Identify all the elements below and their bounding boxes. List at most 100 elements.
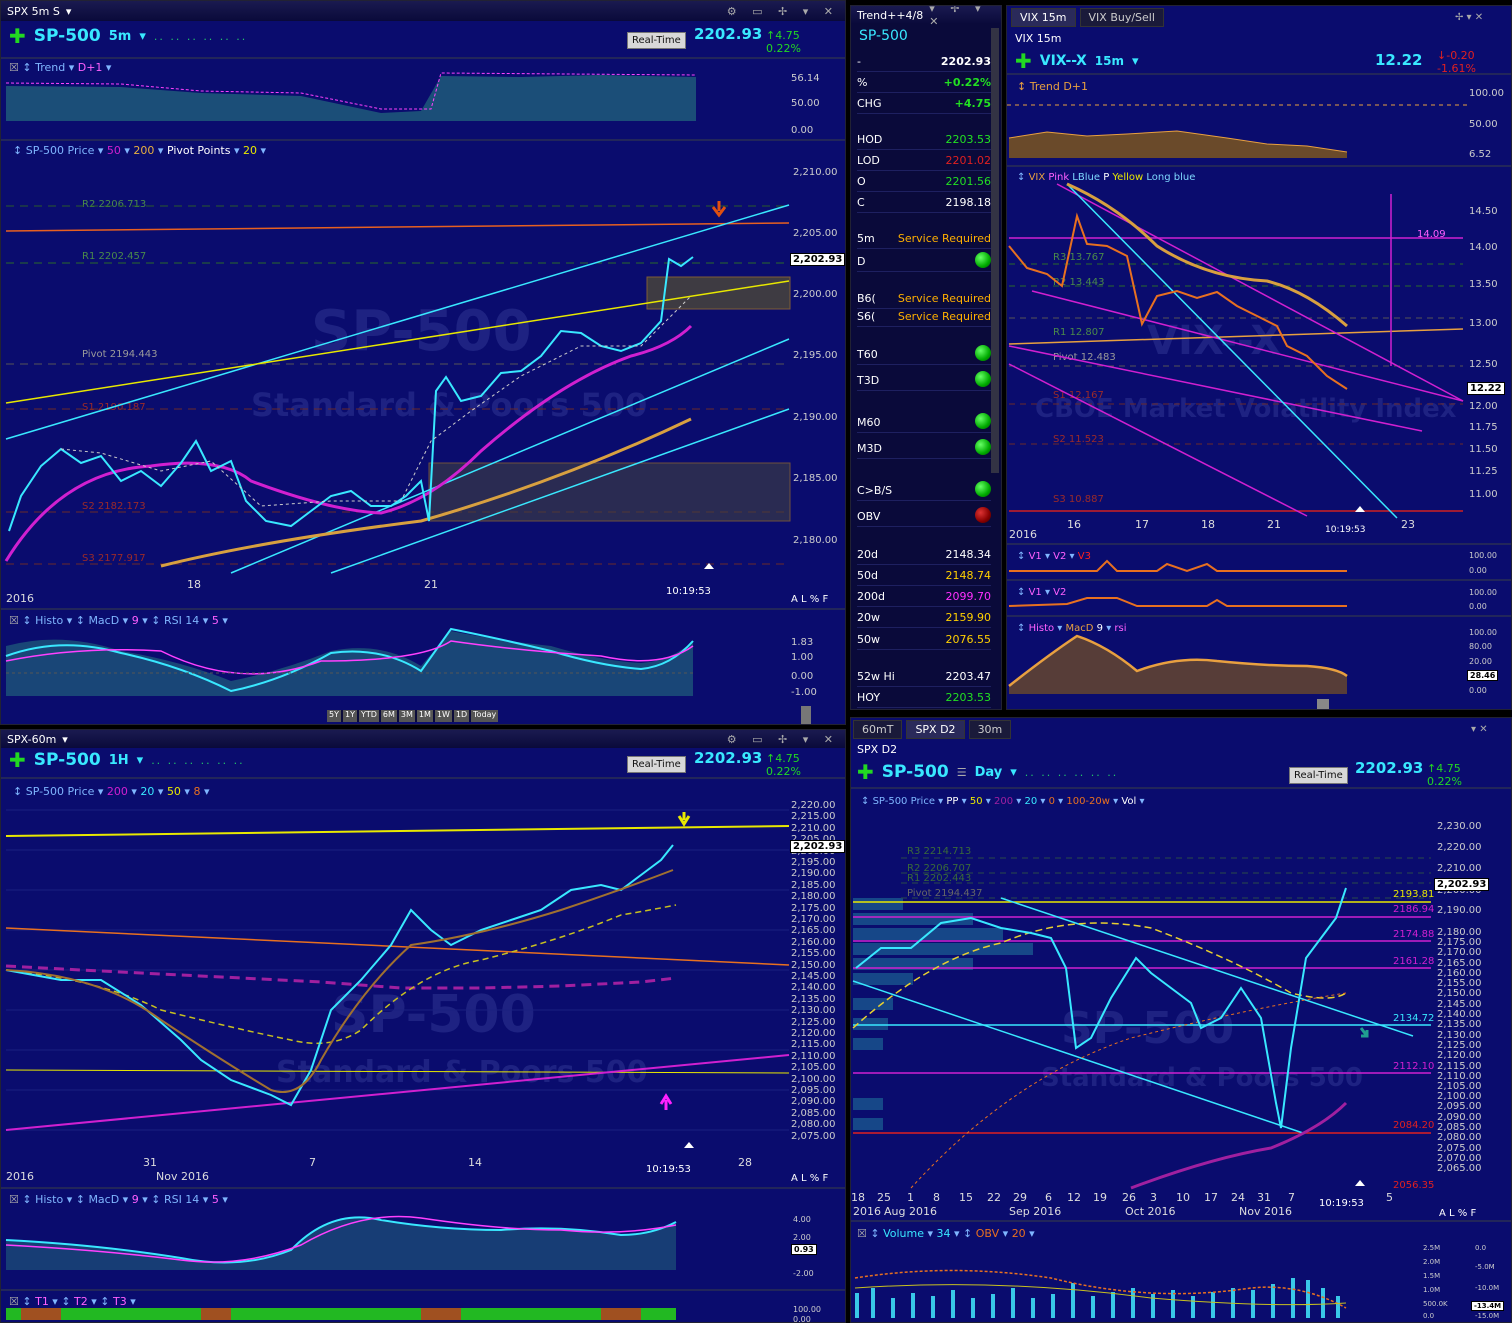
add-icon[interactable]: ✚	[9, 748, 26, 772]
list-icon[interactable]: ☰	[956, 765, 967, 779]
legend-long-blue[interactable]: Long blue	[1146, 172, 1196, 183]
histo-label[interactable]: Histo	[35, 1193, 64, 1206]
v1-label[interactable]: V1	[1028, 587, 1042, 598]
v3-label[interactable]: V3	[1077, 551, 1091, 562]
trend-label[interactable]: Trend	[35, 61, 66, 74]
tab-spx-d2[interactable]: SPX D2	[906, 720, 965, 739]
axis-mode-buttons[interactable]: A L % F	[791, 1173, 829, 1184]
price-label[interactable]: SP-500 Price	[872, 796, 935, 807]
macd-n[interactable]: 9	[131, 1193, 139, 1206]
volume-n[interactable]: 34	[936, 1227, 951, 1240]
rsi-label[interactable]: rsi	[1114, 623, 1127, 634]
panel-titlebar[interactable]: SPX-60m ▾ ⚙ ▭ ✢ ▾ ✕	[1, 730, 845, 748]
macd-label[interactable]: MacD	[88, 1193, 120, 1206]
price-label[interactable]: SP-500 Price	[25, 785, 95, 798]
legend-lblue[interactable]: LBlue	[1072, 172, 1100, 183]
tab-vix-buysell[interactable]: VIX Buy/Sell	[1079, 8, 1164, 27]
histo-label[interactable]: Histo	[35, 614, 64, 627]
quote-row[interactable]: C 2198.18	[857, 193, 991, 213]
quote-row[interactable]: 52w Hi 2203.47	[857, 667, 991, 687]
toolbar-dots[interactable]: .. .. .. .. .. ..	[151, 753, 245, 767]
symbol-name[interactable]: SP-500	[33, 750, 101, 770]
toolbar-dots[interactable]: .. .. .. .. .. ..	[153, 29, 248, 43]
axis-mode-buttons[interactable]: A L % F	[791, 594, 829, 605]
add-icon[interactable]: ✚	[9, 24, 26, 48]
quote-row[interactable]: - 2202.93	[857, 52, 991, 72]
legend-yellow[interactable]: Yellow	[1112, 172, 1144, 183]
quote-row[interactable]: M3D	[857, 439, 991, 459]
range-1y[interactable]: 1Y	[342, 710, 357, 722]
timeframe-selector[interactable]: 15m	[1094, 54, 1124, 68]
range-6m[interactable]: 6M	[380, 710, 397, 722]
quote-row[interactable]: 20w 2159.90	[857, 608, 991, 628]
t2-label[interactable]: T2	[74, 1295, 88, 1308]
add-icon[interactable]: ✚	[857, 760, 874, 784]
ma-200[interactable]: 200	[993, 796, 1014, 807]
ma-200[interactable]: 200	[133, 144, 155, 157]
quote-row[interactable]: CHG +4.75	[857, 94, 991, 114]
histo-label[interactable]: Histo	[1028, 623, 1055, 634]
range-3m[interactable]: 3M	[398, 710, 415, 722]
quote-row[interactable]: 50d 2148.74	[857, 566, 991, 586]
price-label[interactable]: SP-500 Price	[25, 144, 95, 157]
symbol-name[interactable]: SP-500	[33, 26, 101, 46]
rsi-n[interactable]: 5	[211, 1193, 219, 1206]
macd-n[interactable]: 9	[131, 614, 139, 627]
quote-row[interactable]: LOD 2201.02	[857, 151, 991, 171]
window-controls[interactable]: ✢ ▾ ✕	[1455, 12, 1484, 23]
v2-label[interactable]: V2	[1053, 587, 1067, 598]
chevron-down-icon[interactable]: ▾	[136, 752, 144, 768]
trend-label[interactable]: Trend	[1029, 80, 1060, 93]
quote-row[interactable]: 5m Service Required	[857, 229, 991, 249]
scrollbar[interactable]	[991, 28, 999, 473]
chevron-down-icon[interactable]: ▾	[1131, 53, 1139, 69]
ma-20[interactable]: 20	[140, 785, 155, 798]
quote-row[interactable]: O 2201.56	[857, 172, 991, 192]
legend-pink[interactable]: Pink	[1048, 172, 1070, 183]
quote-row[interactable]: 50w 2076.55	[857, 630, 991, 650]
tab-60mt[interactable]: 60mT	[853, 720, 903, 739]
quote-row[interactable]: HOD 2203.53	[857, 130, 991, 150]
symbol-name[interactable]: SP-500	[881, 762, 949, 782]
timeframe-selector[interactable]: 5m	[108, 28, 132, 44]
add-icon[interactable]: ✚	[1015, 49, 1032, 73]
t3-label[interactable]: T3	[113, 1295, 127, 1308]
range-1d[interactable]: 1D	[453, 710, 470, 722]
obv-label[interactable]: OBV	[975, 1227, 1000, 1240]
v1-label[interactable]: V1	[1028, 551, 1042, 562]
window-controls[interactable]: ⚙ ▭ ✢ ▾ ✕	[726, 4, 839, 18]
volume-label[interactable]: Volume	[883, 1227, 925, 1240]
macd-n[interactable]: 9	[1096, 623, 1104, 634]
ma-100-20w[interactable]: 100-20w	[1066, 796, 1110, 807]
quote-row[interactable]: D	[857, 252, 991, 272]
chevron-down-icon[interactable]: ▾	[1010, 764, 1017, 780]
quote-row[interactable]: B6(Service Required	[857, 289, 991, 309]
range-ytd[interactable]: YTD	[358, 710, 379, 722]
quote-row[interactable]: M60	[857, 413, 991, 433]
ma-50[interactable]: 50	[166, 785, 181, 798]
legend-p[interactable]: P	[1103, 172, 1110, 183]
window-controls[interactable]: ▾ ✢ ▾ ✕	[929, 5, 987, 28]
obv-n[interactable]: 20	[1011, 1227, 1026, 1240]
quote-row[interactable]: C>B/S	[857, 481, 991, 501]
quote-row[interactable]: HOY 2203.53	[857, 688, 991, 708]
rsi-label[interactable]: RSI 14	[163, 614, 200, 627]
range-5y[interactable]: 5Y	[327, 710, 341, 722]
quote-titlebar[interactable]: Trend++4/8 ▾ ✢ ▾ ✕	[851, 6, 1001, 28]
v2-label[interactable]: V2	[1053, 551, 1067, 562]
toolbar-dots[interactable]: .. .. .. .. .. ..	[1024, 765, 1119, 779]
timeframe-selector[interactable]: Day	[974, 764, 1003, 780]
quote-row[interactable]: T60	[857, 345, 991, 365]
pp-n[interactable]: 20	[243, 144, 257, 157]
axis-mode-buttons[interactable]: A L % F	[1439, 1208, 1477, 1219]
ma-8[interactable]: 8	[193, 785, 201, 798]
ma-0[interactable]: 0	[1048, 796, 1055, 807]
pp-label[interactable]: PP	[946, 796, 959, 807]
ma-200[interactable]: 200	[106, 785, 128, 798]
t1-label[interactable]: T1	[35, 1295, 49, 1308]
timeframe-selector[interactable]: 1H	[108, 752, 129, 768]
dropdown-icon[interactable]: ▾	[62, 732, 68, 746]
symbol-name[interactable]: VIX--X	[1039, 53, 1087, 69]
vol-label[interactable]: Vol	[1121, 796, 1137, 807]
window-controls[interactable]: ▾ ✕	[1471, 724, 1488, 735]
